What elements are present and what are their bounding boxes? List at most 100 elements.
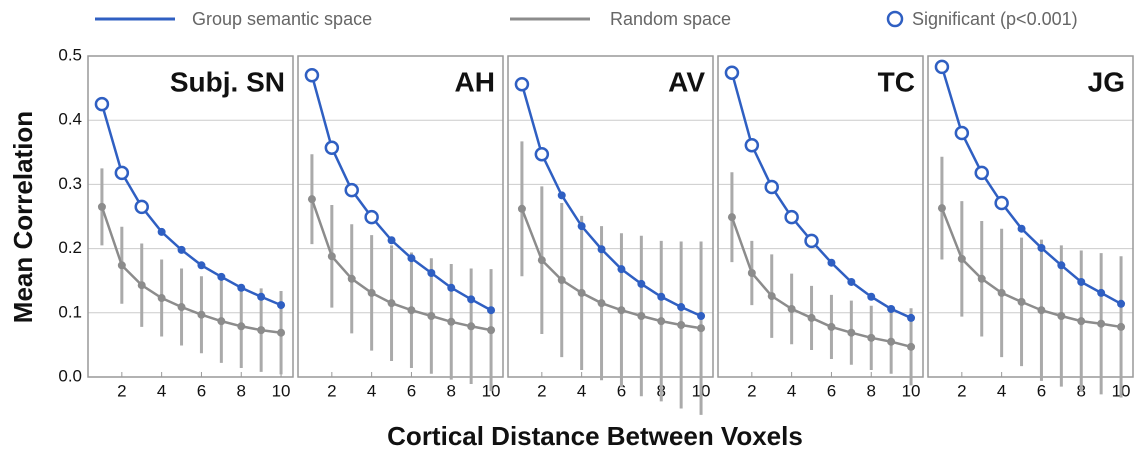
series-line [520, 208, 702, 330]
significant-marker [94, 96, 110, 112]
point [367, 288, 376, 297]
panel-background [88, 56, 293, 377]
series-line [520, 83, 702, 318]
x-tick-label: 2 [537, 381, 546, 400]
point [727, 213, 736, 222]
y-tick-label: 0.4 [58, 110, 82, 129]
point [1077, 277, 1086, 286]
significant-marker [954, 125, 970, 141]
point [1097, 288, 1106, 297]
point [847, 277, 856, 286]
point [307, 195, 316, 204]
point [447, 317, 456, 326]
point [487, 306, 496, 315]
point [1097, 319, 1106, 328]
point [1057, 312, 1066, 321]
significant-marker [724, 65, 740, 80]
x-tick-label: 6 [827, 381, 836, 400]
point [597, 245, 606, 254]
point [907, 342, 916, 351]
point [407, 254, 416, 263]
significant-marker [534, 146, 550, 162]
point [1037, 306, 1046, 315]
point [447, 283, 456, 292]
x-tick-label: 8 [867, 381, 876, 400]
significant-marker [764, 179, 779, 195]
point [807, 313, 816, 322]
point [1057, 261, 1066, 270]
y-tick-label: 0.3 [58, 174, 82, 193]
point [217, 272, 226, 281]
panel-frame [717, 55, 924, 378]
point [237, 322, 246, 331]
point [1037, 243, 1046, 252]
point [557, 276, 566, 285]
panel-background [718, 56, 923, 377]
significant-marker [134, 199, 149, 215]
point [937, 204, 946, 213]
x-tick-label: 6 [617, 381, 626, 400]
significant-marker [974, 165, 989, 181]
point [117, 261, 126, 270]
y-tick-label: 0.0 [58, 366, 82, 385]
y-tick-label: 0.5 [58, 45, 82, 64]
legend-label: Group semantic space [192, 9, 372, 29]
point [997, 288, 1006, 297]
point [677, 320, 686, 329]
point [577, 222, 586, 231]
x-tick-label: 4 [787, 381, 796, 400]
point [1117, 322, 1126, 331]
legend-label: Random space [610, 9, 731, 29]
y-axis-label: Mean Correlation [8, 111, 38, 323]
series-line [100, 206, 282, 334]
point [327, 252, 336, 261]
point [257, 326, 266, 335]
point [677, 303, 686, 312]
series-line [730, 72, 912, 320]
panel-frame [87, 55, 294, 378]
point [907, 313, 916, 322]
panel-frame [507, 55, 714, 378]
significant-marker [364, 209, 379, 225]
series-line [730, 216, 912, 349]
significant-marker [324, 140, 340, 156]
significant-marker [744, 137, 760, 153]
point [467, 295, 476, 304]
panel-frame [927, 55, 1134, 378]
point [887, 337, 896, 346]
point [277, 328, 286, 337]
point [257, 292, 266, 301]
point [1077, 317, 1086, 326]
point [577, 288, 586, 297]
point [657, 317, 666, 326]
point [617, 265, 626, 274]
x-tick-label: 6 [407, 381, 416, 400]
legend-label: Significant (p<0.001) [912, 9, 1078, 29]
point [97, 202, 106, 211]
point [847, 328, 856, 337]
point [387, 236, 396, 245]
x-tick-label: 6 [197, 381, 206, 400]
significant-marker [784, 209, 799, 225]
x-tick-label: 8 [237, 381, 246, 400]
significant-marker [934, 59, 950, 75]
significant-marker [804, 233, 819, 249]
x-tick-label: 8 [447, 381, 456, 400]
panel-title: JG [1088, 66, 1125, 97]
x-tick-label: 6 [1037, 381, 1046, 400]
point [157, 294, 166, 303]
significant-marker [514, 76, 530, 92]
point [867, 333, 876, 342]
legend-marker [886, 10, 904, 28]
point [277, 301, 286, 310]
point [597, 299, 606, 308]
point [177, 303, 186, 312]
point [747, 268, 756, 277]
point [977, 274, 986, 283]
significant-marker [114, 165, 130, 181]
point [657, 292, 666, 301]
series-line [940, 66, 1122, 305]
point [1117, 299, 1126, 308]
panel-frame [297, 55, 504, 378]
